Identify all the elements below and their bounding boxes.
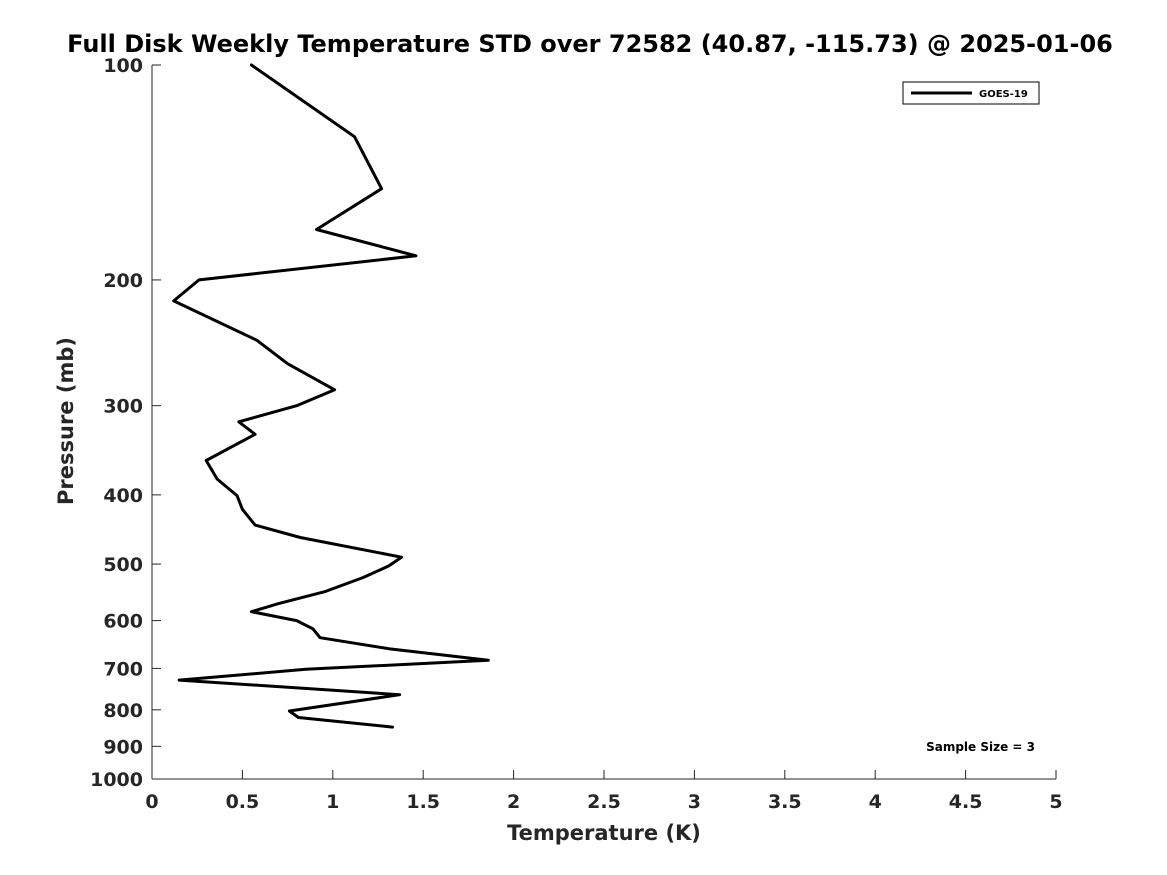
- chart-title: Full Disk Weekly Temperature STD over 72…: [67, 30, 1113, 58]
- y-tick-label: 1000: [90, 769, 143, 791]
- legend: GOES-19: [902, 81, 1040, 105]
- y-tick-label: 800: [103, 700, 143, 722]
- x-tick-label: 0.5: [226, 791, 260, 813]
- x-axis: 0 0.5 1 1.5 2 2.5 3 3.5 4 4.5 5: [145, 770, 1063, 813]
- y-tick-label: 700: [103, 658, 143, 680]
- y-axis-label: Pressure (mb): [54, 337, 78, 505]
- y-tick-label: 200: [103, 270, 143, 292]
- x-tick-label: 3.5: [768, 791, 802, 813]
- x-axis-label: Temperature (K): [507, 821, 701, 845]
- y-tick-label: 500: [103, 554, 143, 576]
- x-tick-label: 3: [688, 791, 701, 813]
- series-line: [172, 63, 490, 729]
- legend-label: GOES-19: [979, 89, 1028, 100]
- y-tick-label: 400: [103, 485, 143, 507]
- y-tick-label: 300: [103, 396, 143, 418]
- y-tick-label: 600: [103, 611, 143, 633]
- y-tick-label: 900: [103, 736, 143, 758]
- x-tick-label: 5: [1049, 791, 1062, 813]
- x-tick-label: 0: [145, 791, 158, 813]
- y-axis: 100 200 300 400 500 600 700 800 900 1000: [90, 55, 161, 791]
- x-tick-label: 1: [326, 791, 339, 813]
- x-tick-label: 1.5: [406, 791, 440, 813]
- x-tick-label: 4: [869, 791, 882, 813]
- sample-size-note: Sample Size = 3: [926, 740, 1035, 754]
- plot-area: [151, 63, 1056, 780]
- x-tick-label: 2.5: [587, 791, 621, 813]
- y-tick-label: 100: [103, 55, 143, 77]
- x-tick-label: 2: [507, 791, 520, 813]
- x-tick-label: 4.5: [949, 791, 983, 813]
